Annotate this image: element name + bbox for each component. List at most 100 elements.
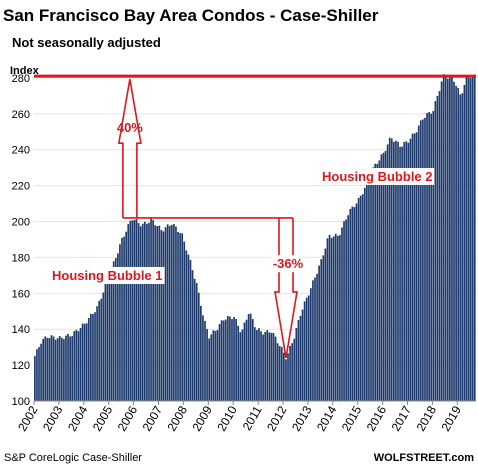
chart-title: San Francisco Bay Area Condos - Case-Shi… <box>3 6 379 25</box>
bar <box>467 75 470 401</box>
bar <box>52 336 55 401</box>
bar <box>173 224 175 401</box>
bar <box>386 144 389 401</box>
drop-arrow-outline <box>274 217 298 359</box>
y-tick-label: 120 <box>12 360 30 372</box>
x-tick-label: 2010 <box>214 403 240 433</box>
bar <box>264 332 267 401</box>
x-tick-labels: 2002 2003 2004 2005 2006 2007 2008 2009 2010 2011… <box>15 401 464 434</box>
bar <box>372 167 374 401</box>
x-tick-label: 2019 <box>438 403 464 433</box>
x-tick-label: 2008 <box>165 403 191 433</box>
bar <box>189 259 192 401</box>
bar <box>320 259 323 401</box>
bar <box>65 335 67 401</box>
bar <box>71 336 74 401</box>
bar <box>226 315 229 401</box>
bar <box>403 141 406 401</box>
bar <box>297 320 300 401</box>
bar <box>200 305 202 401</box>
bar <box>187 254 190 401</box>
bar <box>204 320 206 401</box>
bar <box>413 133 416 401</box>
bar <box>446 78 449 401</box>
x-tick-label: 2005 <box>90 403 116 433</box>
bar <box>411 133 414 401</box>
bar <box>247 314 250 401</box>
bar <box>168 225 171 401</box>
bar <box>73 331 76 401</box>
bar <box>359 195 362 401</box>
bar <box>355 203 358 401</box>
bar <box>63 339 65 401</box>
bar <box>428 112 430 401</box>
bar <box>148 222 150 401</box>
x-tick-label: 2009 <box>189 403 215 433</box>
bar <box>419 120 422 402</box>
bar <box>293 338 296 401</box>
y-tick-label: 240 <box>12 145 30 157</box>
y-tick-label: 280 <box>12 73 30 85</box>
bar <box>123 236 125 401</box>
bar <box>197 292 200 401</box>
bar <box>451 76 453 401</box>
x-tick-label: 2015 <box>339 403 365 433</box>
bar <box>469 78 472 402</box>
bar <box>351 206 354 401</box>
annotation-bubble2-bg <box>320 168 435 185</box>
bar <box>54 339 57 401</box>
bar <box>353 207 356 401</box>
bar <box>280 347 283 401</box>
bar <box>108 277 111 401</box>
bar <box>397 141 399 401</box>
bar <box>75 329 78 401</box>
y-tick-label: 180 <box>12 252 30 264</box>
bar <box>370 175 372 401</box>
bar <box>206 329 208 401</box>
bar <box>175 226 177 401</box>
bar <box>69 336 71 401</box>
bar <box>191 270 194 401</box>
bar <box>85 323 88 401</box>
bar <box>314 277 316 401</box>
bar <box>274 336 277 401</box>
bar <box>243 322 246 401</box>
bar <box>471 76 474 401</box>
bar <box>121 237 123 401</box>
bar <box>287 353 289 401</box>
bar <box>212 330 215 401</box>
bar <box>133 219 136 401</box>
bar <box>143 221 146 401</box>
bar <box>459 94 462 402</box>
bar <box>357 197 360 401</box>
x-tick-label: 2011 <box>240 403 265 433</box>
bar <box>430 113 433 402</box>
bar <box>380 154 383 401</box>
bar <box>442 74 445 402</box>
bar <box>112 261 115 401</box>
bar <box>56 338 59 401</box>
bar <box>46 337 49 401</box>
bar <box>241 329 244 401</box>
bar <box>202 315 204 401</box>
bar <box>461 93 464 401</box>
bar <box>339 235 341 401</box>
rise-arrow-outline <box>117 79 142 218</box>
bar <box>100 298 103 401</box>
bar <box>322 255 325 401</box>
bar <box>98 300 101 401</box>
bar <box>158 225 161 401</box>
bar <box>390 138 393 402</box>
bar <box>139 226 142 401</box>
bar <box>312 280 314 401</box>
bar <box>119 244 121 401</box>
bar <box>235 318 237 401</box>
x-tick-label: 2003 <box>40 403 66 433</box>
annotation-rise: 40% <box>117 120 143 135</box>
bar <box>343 221 345 401</box>
bar <box>251 319 254 401</box>
bar <box>166 224 169 401</box>
bar <box>50 335 53 401</box>
y-tick-label: 220 <box>12 181 30 193</box>
